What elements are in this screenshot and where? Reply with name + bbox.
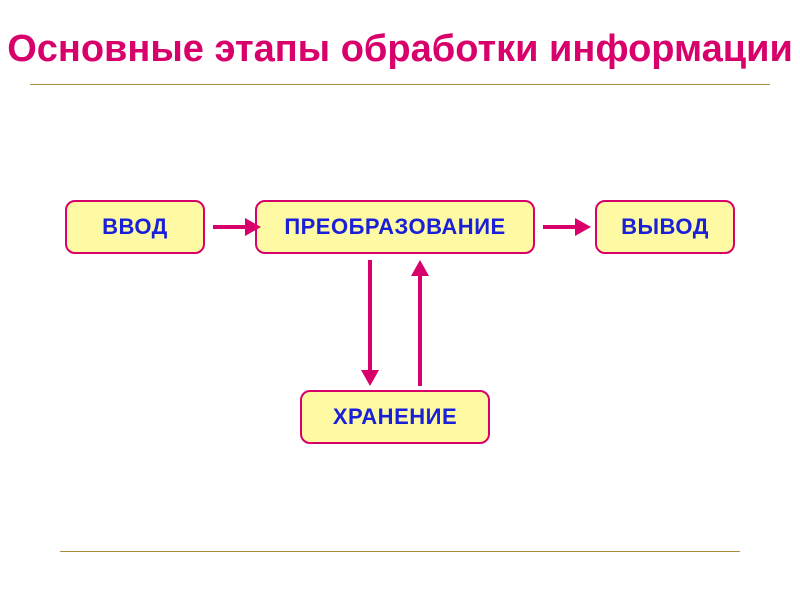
arrow-store-proc	[418, 274, 422, 386]
page-title: Основные этапы обработки информации	[7, 28, 793, 72]
arrow-in-proc	[213, 225, 247, 229]
title-underline	[30, 84, 770, 85]
flowchart: ВВОД ПРЕОБРАЗОВАНИЕ ВЫВОД ХРАНЕНИЕ	[0, 190, 800, 510]
arrow-proc-out	[543, 225, 577, 229]
arrow-proc-store	[368, 260, 372, 372]
node-in: ВВОД	[65, 200, 205, 254]
node-proc: ПРЕОБРАЗОВАНИЕ	[255, 200, 535, 254]
bottom-rule	[60, 551, 740, 552]
node-store: ХРАНЕНИЕ	[300, 390, 490, 444]
title-block: Основные этапы обработки информации	[0, 0, 800, 80]
node-out: ВЫВОД	[595, 200, 735, 254]
